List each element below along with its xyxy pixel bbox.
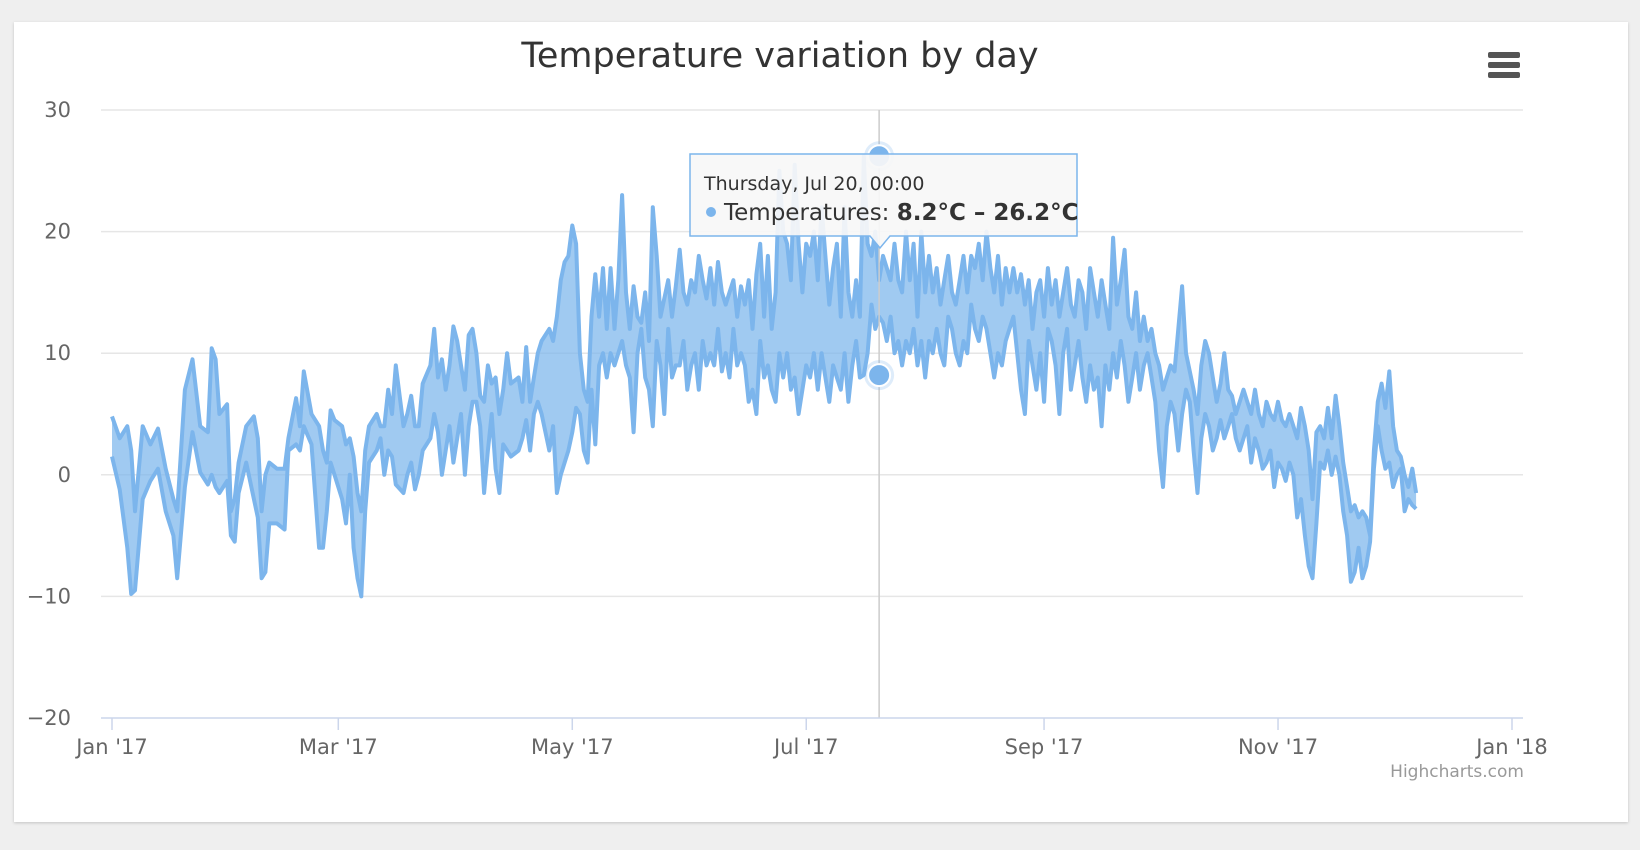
credits-link[interactable]: Highcharts.com	[1390, 762, 1524, 782]
x-tick-label: Mar '17	[299, 735, 378, 759]
tooltip-series-name: Temperatures:	[723, 200, 897, 226]
chart-container: Temperature variation by day 30 20 10 0 −10 −…	[14, 22, 1628, 822]
menu-icon-bar-2	[1488, 62, 1520, 68]
x-tick-label: Jul '17	[772, 735, 839, 759]
data-point-low[interactable]	[867, 363, 892, 388]
hover-marker-low[interactable]	[864, 360, 895, 391]
chart-svg: Temperature variation by day 30 20 10 0 −10 −…	[27, 36, 1548, 782]
x-tick-label: Jan '18	[1474, 735, 1548, 759]
tooltip-value-line: Temperatures: 8.2°C – 26.2°C	[723, 200, 1079, 226]
y-axis-labels: 30 20 10 0 −10 −20	[27, 98, 71, 730]
x-tick-label: Sep '17	[1005, 735, 1084, 759]
tooltip-value: 8.2°C – 26.2°C	[897, 200, 1079, 226]
y-tick-label: −10	[27, 584, 71, 608]
x-tick-label: Jan '17	[74, 735, 148, 759]
y-tick-label: 20	[44, 220, 71, 244]
menu-icon-bar-3	[1488, 72, 1520, 78]
x-tick-label: May '17	[531, 735, 614, 759]
series-line-low	[110, 302, 1418, 599]
x-axis: Jan '17 Mar '17 May '17 Jul '17 Sep '17 Nov '…	[74, 717, 1548, 759]
y-tick-label: 30	[44, 98, 71, 122]
tooltip-series-dot	[706, 207, 716, 217]
y-tick-label: −20	[27, 706, 71, 730]
tooltip: Thursday, Jul 20, 00:00 Temperatures: 8.…	[689, 153, 1079, 250]
tooltip-box	[689, 153, 1078, 250]
series-line-high	[110, 154, 1419, 538]
chart-title: Temperature variation by day	[520, 36, 1038, 76]
tooltip-header: Thursday, Jul 20, 00:00	[703, 173, 924, 195]
y-tick-label: 0	[58, 463, 71, 487]
y-tick-label: 10	[44, 341, 71, 365]
menu-icon[interactable]	[1484, 49, 1520, 83]
x-tick-label: Nov '17	[1238, 735, 1318, 759]
menu-icon-bar-1	[1488, 52, 1520, 58]
